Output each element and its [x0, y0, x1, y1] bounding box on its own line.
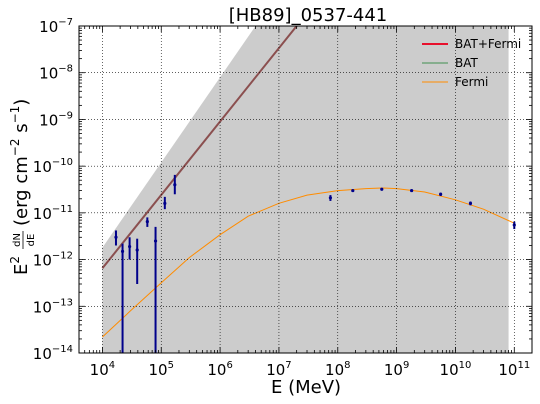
x-tick-labels: 104 105 106 107 108 109 1010 1011	[90, 360, 531, 379]
y-tick-label-exp: −10	[52, 157, 73, 168]
x-tick-label: 104	[90, 360, 115, 379]
x-tick-label-base: 10	[90, 361, 109, 379]
y-axis-label-main: E	[11, 264, 32, 275]
fermi-data-point	[468, 201, 473, 205]
y-tick-label-base: 10	[33, 298, 52, 316]
y-axis-label: E2 dN dE (erg cm−2 s−1)	[8, 99, 37, 275]
x-axis-label: E (MeV)	[271, 377, 341, 398]
x-tick-label: 109	[384, 360, 409, 379]
plot-frame	[78, 25, 533, 354]
x-tick-label-exp: 4	[109, 360, 115, 371]
svg-text:E2: E2	[8, 256, 32, 275]
y-tick-label: 10−7	[39, 17, 73, 36]
y-tick-label-exp: −13	[52, 297, 73, 308]
fermi-data-point	[380, 187, 384, 191]
y-tick-label-base: 10	[39, 18, 58, 36]
y-axis-label-units: (erg cm	[11, 156, 32, 226]
y-tick-label: 10−13	[33, 297, 73, 316]
x-tick-label-base: 10	[149, 361, 168, 379]
x-tick-label-exp: 7	[285, 360, 291, 371]
y-tick-label-exp: −14	[52, 344, 73, 355]
y-tick-label: 10−9	[39, 110, 73, 129]
x-tick-label-exp: 5	[168, 360, 174, 371]
y-tick-label-base: 10	[33, 158, 52, 176]
legend-label-bat: BAT	[455, 56, 479, 70]
y-axis-label-frac-num: dN	[12, 233, 23, 247]
y-tick-label: 10−11	[33, 204, 73, 223]
y-tick-label-base: 10	[33, 345, 52, 363]
bat-data-point	[153, 239, 158, 243]
bat-data-point	[173, 183, 177, 187]
bat-data-point	[114, 235, 118, 239]
y-tick-label-base: 10	[39, 65, 58, 83]
y-axis-label-units-mid: s	[11, 123, 32, 138]
y-tick-label-base: 10	[33, 252, 52, 270]
legend: BAT+Fermi BAT Fermi	[422, 37, 521, 89]
plot-area	[101, 26, 516, 353]
x-tick-label-exp: 6	[226, 360, 232, 371]
fermi-data-point	[328, 196, 333, 200]
y-tick-label-base: 10	[39, 111, 58, 129]
x-tick-label: 1010	[440, 360, 472, 379]
y-tick-label-exp: −11	[52, 204, 73, 215]
fermi-data-point	[410, 188, 414, 193]
bat-data-point	[163, 201, 167, 205]
y-axis-label-sup: 2	[8, 256, 22, 264]
x-tick-label: 108	[325, 360, 350, 379]
bat-data-point	[128, 244, 132, 249]
x-tick-label-base: 10	[207, 361, 226, 379]
chart-title: [HB89]_0537-441	[229, 5, 388, 26]
x-tick-label: 105	[149, 360, 174, 379]
fermi-data-point	[351, 188, 355, 193]
x-tick-label-base: 10	[384, 361, 403, 379]
y-tick-label-exp: −7	[58, 17, 73, 28]
y-axis-label-units-end: )	[11, 99, 32, 106]
svg-text:(erg cm−2 s−1): (erg cm−2 s−1)	[8, 99, 32, 226]
confidence-band	[102, 26, 509, 353]
bat-data-point	[145, 219, 149, 224]
x-tick-label: 107	[266, 360, 291, 379]
bat-data-point	[120, 249, 125, 253]
y-tick-label: 10−8	[39, 64, 73, 83]
y-tick-label-exp: −12	[52, 251, 73, 262]
x-tick-label-base: 10	[440, 361, 459, 379]
legend-label-fermi: Fermi	[455, 75, 488, 89]
y-tick-label: 10−12	[33, 251, 73, 270]
x-tick-label-base: 10	[498, 361, 517, 379]
x-tick-label-exp: 11	[517, 360, 530, 371]
bat-model-line	[101, 26, 298, 269]
legend-label-bat-fermi: BAT+Fermi	[455, 37, 521, 51]
y-tick-label: 10−14	[33, 344, 73, 363]
y-axis-label-frac-den: dE	[26, 234, 37, 247]
x-tick-label: 1011	[498, 360, 530, 379]
x-tick-label-exp: 8	[344, 360, 350, 371]
x-tick-label-exp: 9	[403, 360, 409, 371]
y-tick-label: 10−10	[33, 157, 73, 176]
x-tick-label: 106	[207, 360, 232, 379]
y-tick-label-exp: −8	[58, 64, 73, 75]
bat-data-point	[135, 248, 139, 252]
y-tick-label-exp: −9	[58, 110, 73, 121]
x-tick-label-exp: 10	[459, 360, 472, 371]
y-axis-label-units-sup: −2	[8, 139, 22, 157]
y-tick-label-base: 10	[33, 205, 52, 223]
fermi-data-point	[439, 192, 443, 196]
x-tick-label-base: 10	[266, 361, 285, 379]
x-tick-label-base: 10	[325, 361, 344, 379]
y-axis-label-units-sup2: −1	[8, 106, 22, 124]
